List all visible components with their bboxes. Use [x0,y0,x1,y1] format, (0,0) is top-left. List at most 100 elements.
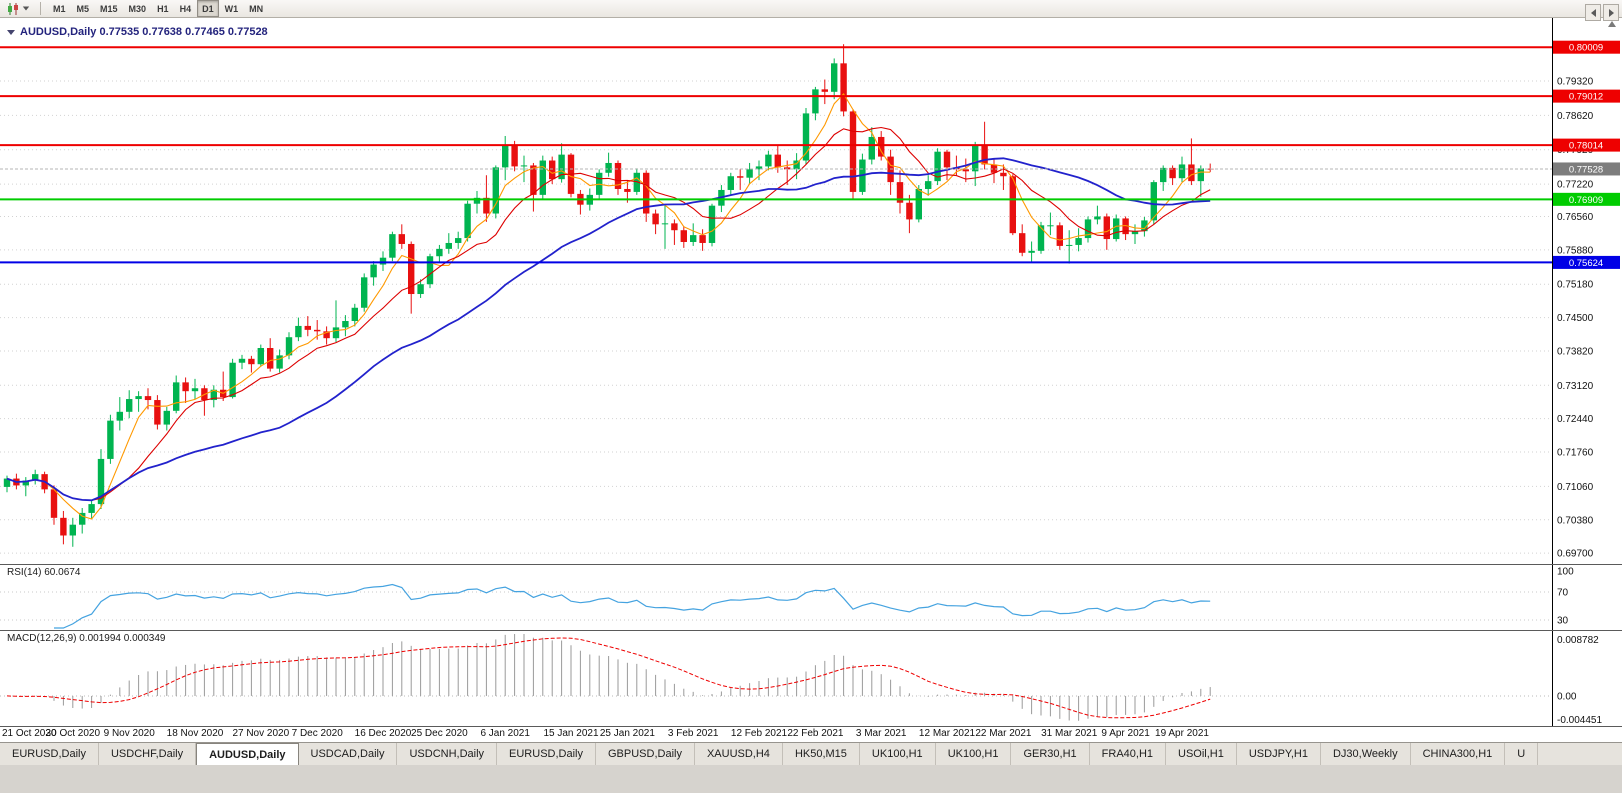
symbol-tab-HK50-M15[interactable]: HK50,M15 [782,743,860,765]
price-label-0.76909-box [1553,192,1620,206]
symbol-tabs: EURUSD,Daily USDCHF,Daily AUDUSD,Daily USDC… [0,743,1539,765]
timeframe-button-M30[interactable]: M30 [128,3,147,14]
candle-body [690,235,697,242]
candle-body [107,420,114,459]
chart-title-text: AUDUSD,Daily 0.77535 0.77638 0.77465 0.7… [20,26,268,38]
rsi-tick-label: 30 [1557,616,1569,627]
symbol-tab-EURUSD-Daily[interactable]: EURUSD,Daily [0,743,99,765]
symbol-tab-UK100-H1[interactable]: UK100,H1 [859,743,936,765]
candle-body [1066,244,1073,246]
price-label-0.75624-text: 0.75624 [1569,258,1603,269]
chart-area[interactable] [0,18,1622,742]
timeframe-button-group: M1 M5 M15 M30 H1 H4 D1 W1 MN [48,0,268,17]
symbol-tab-XAUUSD-H4[interactable]: XAUUSD,H4 [694,743,783,765]
slow-ma-line [6,157,1211,502]
candle-body [370,264,377,278]
macd-tick-label: 0.00 [1557,691,1577,702]
symbol-tab-DJ30-Weekly[interactable]: DJ30,Weekly [1320,743,1411,765]
price-tick-label: 0.71760 [1557,448,1594,459]
scroll-up-icon[interactable] [1608,21,1616,27]
date-tick-label: 9 Nov 2020 [104,728,156,739]
timeframe-button-W1[interactable]: W1 [224,3,239,14]
price-tick-label: 0.74500 [1557,313,1594,324]
symbol-tab-GBPUSD-Daily[interactable]: GBPUSD,Daily [596,743,695,765]
candle-body [972,145,979,172]
candle-body [1197,168,1204,182]
date-tick-label: 25 Dec 2020 [411,728,468,739]
candle-body [605,162,612,173]
timeframe-button-M5[interactable]: M5 [76,3,90,14]
price-label-0.79012-text: 0.79012 [1569,92,1603,103]
price-label-0.76909-text: 0.76909 [1569,195,1603,206]
symbol-tab-CHINA300-H1[interactable]: CHINA300,H1 [1410,743,1506,765]
candle-body [332,327,340,339]
candle-body [238,358,246,363]
timeframe-button-M1[interactable]: M1 [53,3,66,14]
candle-body [643,172,650,214]
chart-canvas[interactable]: 0.793200.786200.779200.772200.765600.758… [0,0,1622,742]
candle-body [135,396,142,400]
candle-body [1037,225,1045,251]
candle-body [50,489,58,518]
candle-body [1188,164,1195,182]
candle-body [1019,233,1026,253]
candle-body [549,160,556,180]
symbol-tab-USDJPY-H1[interactable]: USDJPY,H1 [1236,743,1321,765]
timeframe-button-MN[interactable]: MN [249,3,264,14]
candle-body [492,167,499,214]
symbol-tab-GER30-H1[interactable]: GER30,H1 [1011,743,1090,765]
tab-scroll-left-icon[interactable] [1585,4,1601,21]
candle-body [1131,231,1139,235]
candle-body [896,182,904,203]
candle-body [144,396,152,401]
symbol-tab-USDCHF-Daily[interactable]: USDCHF,Daily [98,743,197,765]
timeframe-button-D1[interactable]: D1 [197,0,219,17]
price-label-0.79012: 0.79012 [1553,89,1620,103]
candle-body [304,325,311,330]
candle-body [182,382,189,392]
price-tick-label: 0.75880 [1557,245,1594,256]
symbol-tab-U[interactable]: U [1505,743,1539,765]
timeframe-button-H4[interactable]: H4 [179,3,192,14]
timeframe-button-M15[interactable]: M15 [100,3,118,14]
date-tick-label: 31 Mar 2021 [1041,728,1098,739]
symbol-tab-USOil-H1[interactable]: USOil,H1 [1166,743,1237,765]
current-price-label: 0.77528 [1553,162,1620,176]
candle-body [981,145,988,165]
candle-body [60,517,67,536]
candle-body [661,223,669,225]
candle-body [436,248,443,257]
date-tick-label: 30 Oct 2020 [46,728,101,739]
price-tick-label: 0.73820 [1557,346,1594,357]
symbol-tab-UK100-H1[interactable]: UK100,H1 [935,743,1012,765]
chart-menu-icon[interactable] [7,29,15,35]
candle-body [79,512,86,525]
rsi-tick-label: 100 [1557,567,1574,578]
symbol-tab-USDCAD-Daily[interactable]: USDCAD,Daily [298,743,398,765]
tab-scroll-right-icon[interactable] [1603,4,1619,21]
price-tick-label: 0.72440 [1557,414,1594,425]
candle-body [925,181,932,189]
symbol-tab-EURUSD-Daily[interactable]: EURUSD,Daily [497,743,596,765]
timeframe-button-H1[interactable]: H1 [157,3,169,14]
price-tick-label: 0.69700 [1557,549,1594,560]
candle-body [1028,250,1035,253]
symbol-tab-USDCNH-Daily[interactable]: USDCNH,Daily [397,743,498,765]
moving-averages [6,92,1211,520]
candle-body [1150,182,1157,221]
chart-type-dropdown-icon[interactable] [22,6,30,11]
symbol-tab-AUDUSD-Daily[interactable]: AUDUSD,Daily [196,743,299,765]
candle-body [1113,218,1120,240]
candle-body [379,257,387,265]
chart-type-icon[interactable] [4,1,33,16]
horizontal-levels [0,46,1552,264]
candle-body [163,410,170,425]
candle-body [784,167,791,170]
candle-body [191,388,199,392]
candle-body [840,63,847,112]
candles-layer [3,44,1214,547]
symbol-tab-FRA40-H1[interactable]: FRA40,H1 [1089,743,1167,765]
medium-ma-line [6,126,1211,501]
candle-body [1178,164,1186,179]
date-tick-label: 12 Mar 2021 [919,728,976,739]
